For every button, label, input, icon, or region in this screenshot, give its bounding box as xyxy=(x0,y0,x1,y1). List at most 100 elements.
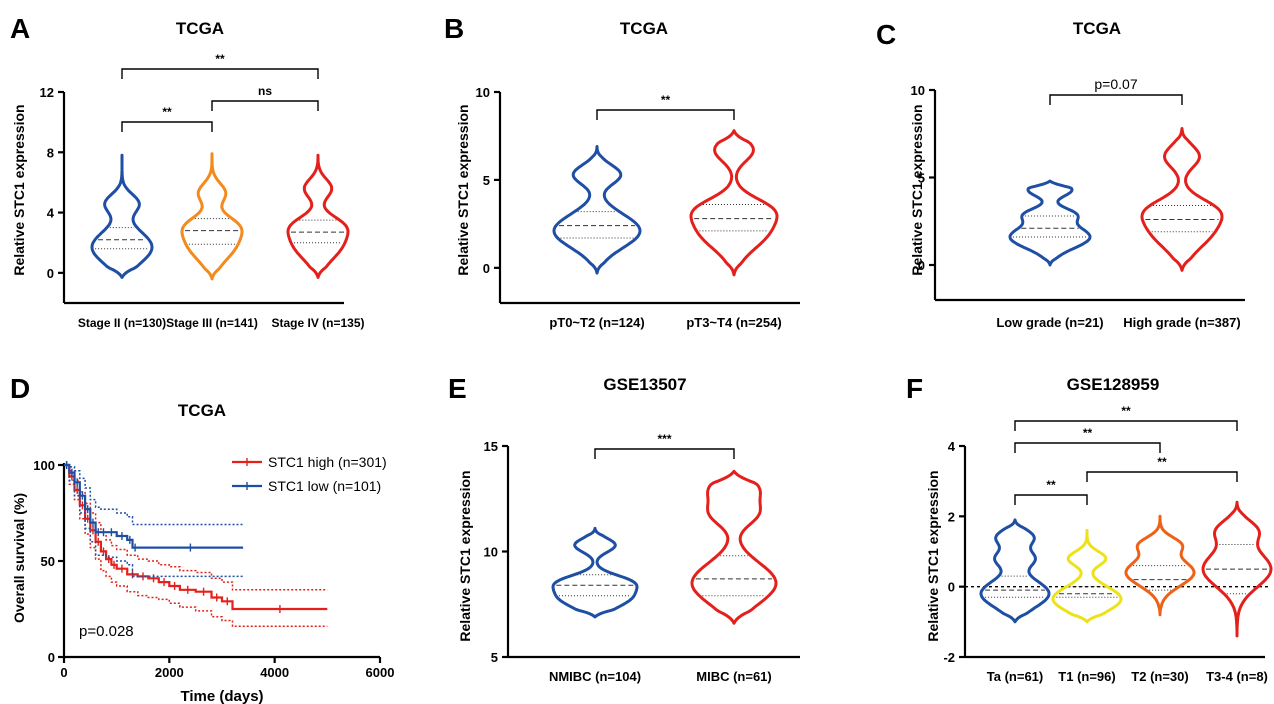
y-tick-label: 10 xyxy=(484,545,498,560)
violin-shape xyxy=(979,518,1051,624)
category-label: Stage IV (n=135) xyxy=(271,316,364,330)
confidence-band-lower xyxy=(64,464,328,628)
significance-label: ** xyxy=(162,105,172,119)
panel-letter-d: D xyxy=(10,373,30,404)
violin-plot-c: 0 5 10 Relative STC1 expression Low grade (n… xyxy=(909,76,1245,330)
significance-bracket xyxy=(596,109,735,120)
significance-bracket xyxy=(1086,471,1238,482)
significance-label: ** xyxy=(1157,455,1167,469)
y-axis-label: Relative STC1 expression xyxy=(457,470,473,641)
panel-letter-f: F xyxy=(906,373,923,404)
violin-plot-a: 0 4 8 12 Relative STC1 expression Stage II (n… xyxy=(11,52,365,330)
violin-plot-f: -2 0 2 4 Relative STC1 expression Ta (n=61) T1… xyxy=(925,404,1273,684)
significance-label: p=0.07 xyxy=(1094,76,1137,92)
violin-shape xyxy=(286,153,350,279)
panel-letter-b: B xyxy=(444,13,464,44)
category-label: High grade (n=387) xyxy=(1123,315,1240,330)
y-tick-label: 10 xyxy=(911,83,925,98)
violin-shape xyxy=(1124,514,1196,617)
x-axis-label: Time (days) xyxy=(180,688,263,704)
y-axis-label: Relative STC1 expression xyxy=(909,104,925,275)
significance-label: ** xyxy=(1121,404,1131,418)
x-tick-label: 6000 xyxy=(366,665,395,680)
y-axis-label: Relative STC1 expression xyxy=(925,470,941,641)
violin-shape xyxy=(1051,528,1123,624)
category-label: Ta (n=61) xyxy=(987,669,1043,684)
x-tick-label: 2000 xyxy=(155,665,184,680)
significance-bracket xyxy=(1014,494,1088,505)
panel-letter-c: C xyxy=(876,19,896,50)
confidence-band-upper xyxy=(64,464,328,591)
category-label: Stage II (n=130) xyxy=(78,316,166,330)
legend-label: STC1 low (n=101) xyxy=(268,478,381,494)
y-tick-label: 4 xyxy=(948,439,956,454)
category-label: Stage III (n=141) xyxy=(166,316,258,330)
significance-bracket xyxy=(1049,94,1183,105)
charts-layer: 0 4 8 12 Relative STC1 expression Stage II (n… xyxy=(11,52,1273,704)
violin-plot-b: 0 5 10 Relative STC1 expression pT0~T2 (n=12… xyxy=(455,85,800,330)
p-value-annotation: p=0.028 xyxy=(79,623,134,640)
y-tick-label: 8 xyxy=(47,145,54,160)
significance-bracket xyxy=(121,121,213,132)
significance-label: ** xyxy=(661,93,671,107)
violin-shape xyxy=(552,145,642,275)
category-label: MIBC (n=61) xyxy=(696,669,771,684)
significance-label: ** xyxy=(215,52,225,66)
category-label: Low grade (n=21) xyxy=(996,315,1103,330)
violin-plot-e: 5 10 15 Relative STC1 expression NMIBC (n=10… xyxy=(457,432,800,684)
category-label: pT3~T4 (n=254) xyxy=(686,315,781,330)
panel-title-b: TCGA xyxy=(620,19,668,38)
y-tick-label: 100 xyxy=(33,458,55,473)
y-tick-label: -2 xyxy=(943,650,955,665)
panel-title-c: TCGA xyxy=(1073,19,1121,38)
significance-label: *** xyxy=(657,432,671,446)
panel-title-d: TCGA xyxy=(178,401,226,420)
category-label: T1 (n=96) xyxy=(1058,669,1115,684)
category-label: pT0~T2 (n=124) xyxy=(549,315,644,330)
panel-letter-e: E xyxy=(448,373,467,404)
y-tick-label: 5 xyxy=(483,173,490,188)
significance-bracket xyxy=(121,68,319,79)
category-label: NMIBC (n=104) xyxy=(549,669,641,684)
legend-label: STC1 high (n=301) xyxy=(268,454,387,470)
panel-title-e: GSE13507 xyxy=(603,375,686,394)
significance-bracket xyxy=(594,448,735,459)
y-tick-label: 50 xyxy=(41,554,55,569)
violin-shape xyxy=(1008,179,1092,267)
panel-letter-a: A xyxy=(10,13,30,44)
violin-shape xyxy=(551,526,639,619)
category-label: T2 (n=30) xyxy=(1131,669,1188,684)
panel-title-f: GSE128959 xyxy=(1067,375,1160,394)
y-tick-label: 0 xyxy=(948,580,955,595)
y-tick-label: 0 xyxy=(483,261,490,276)
y-tick-label: 12 xyxy=(40,85,54,100)
y-tick-label: 0 xyxy=(48,650,55,665)
y-axis-label: Relative STC1 expression xyxy=(11,104,27,275)
x-tick-label: 4000 xyxy=(260,665,289,680)
significance-label: ** xyxy=(1046,478,1056,492)
y-tick-label: 4 xyxy=(47,206,55,221)
panel-title-a: TCGA xyxy=(176,19,224,38)
y-tick-label: 10 xyxy=(476,85,490,100)
x-tick-label: 0 xyxy=(60,665,67,680)
significance-label: ns xyxy=(258,84,272,98)
significance-bracket xyxy=(211,100,319,111)
survival-curve xyxy=(64,463,244,549)
significance-label: ** xyxy=(1083,426,1093,440)
y-axis-label: Relative STC1 expression xyxy=(455,104,471,275)
violin-shape xyxy=(1140,127,1224,272)
y-axis-label: Overall survival (%) xyxy=(11,493,27,623)
violin-shape xyxy=(689,129,779,277)
violin-shape xyxy=(90,153,154,279)
y-tick-label: 0 xyxy=(47,266,54,281)
violin-shape xyxy=(1201,500,1273,638)
y-tick-label: 15 xyxy=(484,439,498,454)
confidence-band-upper xyxy=(64,464,244,526)
y-tick-label: 2 xyxy=(948,509,955,524)
violin-shape xyxy=(180,152,244,281)
violin-shape xyxy=(690,469,778,625)
y-tick-label: 5 xyxy=(491,650,498,665)
significance-bracket xyxy=(1014,442,1161,453)
significance-bracket xyxy=(1014,420,1238,431)
